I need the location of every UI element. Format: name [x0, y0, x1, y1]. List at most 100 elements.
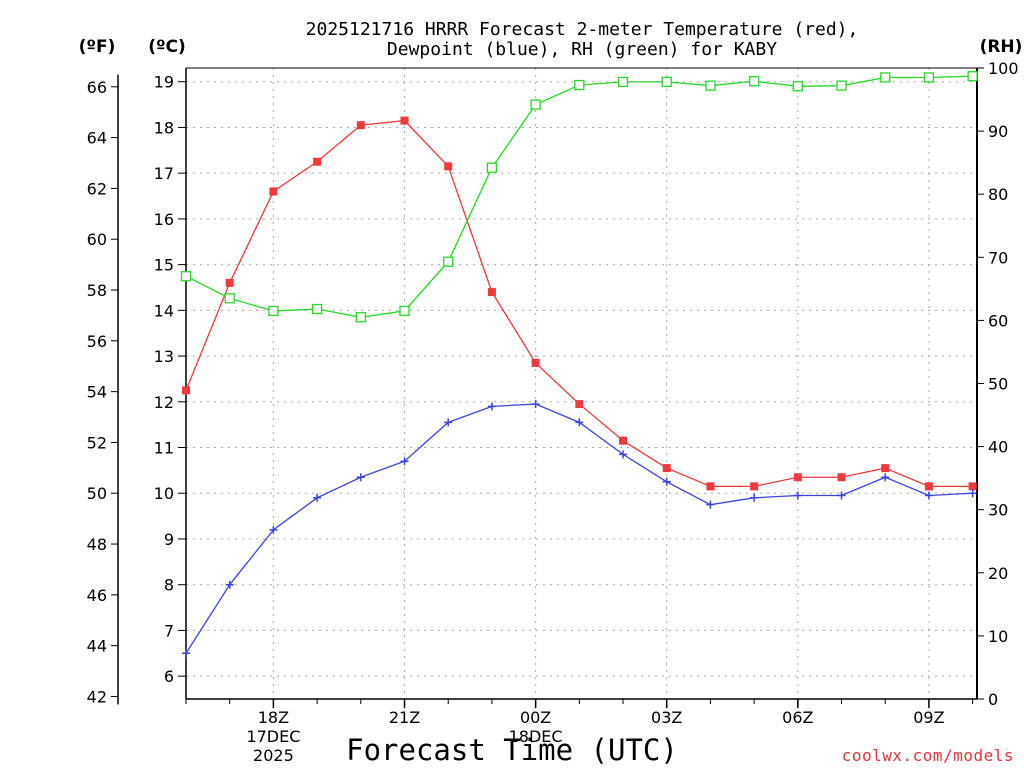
data-point-temperature: [269, 187, 278, 196]
celsius-tick-label: 15: [154, 256, 174, 275]
celsius-tick-label: 14: [154, 301, 174, 320]
data-point-temperature: [444, 162, 453, 171]
data-point-temperature: [313, 157, 322, 166]
rh-tick-label: 70: [988, 248, 1008, 267]
celsius-tick-label: 6: [164, 667, 174, 686]
data-point-dewpoint: [575, 418, 584, 427]
data-point-dewpoint: [837, 491, 846, 500]
fahrenheit-tick-label: 46: [87, 586, 107, 605]
series-line: [185, 403, 973, 654]
rh-tick-label: 100: [988, 59, 1019, 78]
data-point-dewpoint: [444, 418, 453, 427]
celsius-tick-label: 17: [154, 164, 174, 183]
data-point-dewpoint: [531, 400, 540, 409]
data-point-temperature: [793, 473, 802, 482]
data-point-dewpoint: [968, 489, 977, 498]
title-line-1: 2025121716 HRRR Forecast 2-meter Tempera…: [306, 19, 859, 40]
data-point-temperature: [531, 358, 540, 367]
data-point-dewpoint: [313, 493, 322, 502]
fahrenheit-tick-label: 44: [87, 637, 107, 656]
data-point-dewpoint: [881, 473, 890, 482]
rh-tick-label: 40: [988, 438, 1008, 457]
data-point-rh: [617, 76, 629, 88]
data-point-temperature: [356, 121, 365, 130]
rh-tick-label: 60: [988, 311, 1008, 330]
celsius-tick-label: 13: [154, 347, 174, 366]
fahrenheit-tick-label: 62: [87, 179, 107, 198]
celsius-tick-label: 8: [164, 576, 174, 595]
data-point-dewpoint: [182, 649, 190, 658]
data-point-rh: [705, 80, 716, 91]
x-axis-label: Forecast Time (UTC): [346, 733, 678, 767]
data-point-rh: [836, 80, 847, 91]
data-point-temperature: [619, 436, 628, 445]
x-tick-label: 00Z: [520, 708, 551, 727]
fahrenheit-tick-label: 60: [87, 230, 107, 249]
series-layer: [180, 71, 978, 658]
celsius-tick-label: 9: [164, 530, 174, 549]
data-point-rh: [923, 72, 935, 83]
data-point-dewpoint: [662, 477, 671, 486]
data-point-dewpoint: [487, 402, 496, 411]
data-point-dewpoint: [400, 457, 409, 466]
rh-tick-label: 10: [988, 627, 1008, 646]
fahrenheit-tick-label: 50: [87, 484, 107, 503]
series-rh: [180, 71, 978, 323]
data-point-temperature: [225, 278, 234, 287]
series-line: [185, 75, 973, 318]
x-tick-label: 06Z: [782, 708, 813, 727]
data-point-dewpoint: [225, 580, 234, 589]
celsius-tick-label: 11: [154, 439, 174, 458]
rh-tick-label: 90: [988, 122, 1008, 141]
data-point-dewpoint: [619, 450, 628, 459]
fahrenheit-tick-label: 58: [87, 281, 107, 300]
data-point-rh: [880, 72, 891, 83]
data-point-temperature: [662, 464, 671, 473]
celsius-tick-label: 10: [154, 484, 174, 503]
celsius-tick-label: 7: [164, 621, 174, 640]
data-point-temperature: [881, 464, 890, 473]
x-tick-label: 17DEC: [246, 727, 300, 746]
x-tick-label: 18Z: [258, 708, 289, 727]
data-point-temperature: [487, 288, 496, 297]
data-point-dewpoint: [793, 491, 802, 500]
rh-tick-label: 20: [988, 564, 1008, 583]
rh-tick-label: 80: [988, 185, 1008, 204]
data-point-rh: [967, 71, 978, 82]
data-point-rh: [268, 305, 279, 317]
data-point-rh: [486, 162, 498, 173]
data-point-temperature: [575, 400, 584, 409]
celsius-unit-label: (ºC): [148, 37, 186, 57]
series-dewpoint: [182, 400, 977, 658]
data-point-rh: [443, 256, 454, 267]
data-point-dewpoint: [924, 491, 933, 500]
fahrenheit-tick-label: 42: [87, 687, 107, 706]
data-point-dewpoint: [706, 500, 715, 509]
data-point-rh: [180, 271, 192, 282]
data-point-rh: [311, 303, 323, 315]
rh-tick-label: 50: [988, 375, 1008, 394]
x-tick-label: 2025: [253, 746, 294, 765]
data-point-dewpoint: [750, 493, 759, 502]
celsius-tick-label: 18: [154, 118, 174, 137]
fahrenheit-tick-label: 56: [87, 332, 107, 351]
data-point-dewpoint: [356, 473, 365, 482]
data-point-rh: [224, 293, 235, 304]
source-credit: coolwx.com/models: [842, 746, 1014, 765]
chart-title: 2025121716 HRRR Forecast 2-meter Tempera…: [306, 19, 859, 60]
data-point-temperature: [706, 482, 715, 491]
data-point-rh: [399, 305, 410, 317]
data-point-rh: [574, 79, 585, 91]
x-tick-label: 21Z: [389, 708, 420, 727]
data-point-temperature: [750, 482, 759, 491]
data-point-temperature: [968, 482, 977, 491]
data-point-temperature: [182, 386, 190, 395]
celsius-tick-label: 12: [154, 393, 174, 412]
fahrenheit-tick-label: 54: [87, 383, 107, 402]
title-line-2: Dewpoint (blue), RH (green) for KABY: [387, 39, 777, 60]
fahrenheit-tick-label: 64: [87, 129, 107, 148]
rh-tick-label: 30: [988, 501, 1008, 520]
data-point-temperature: [400, 116, 409, 125]
